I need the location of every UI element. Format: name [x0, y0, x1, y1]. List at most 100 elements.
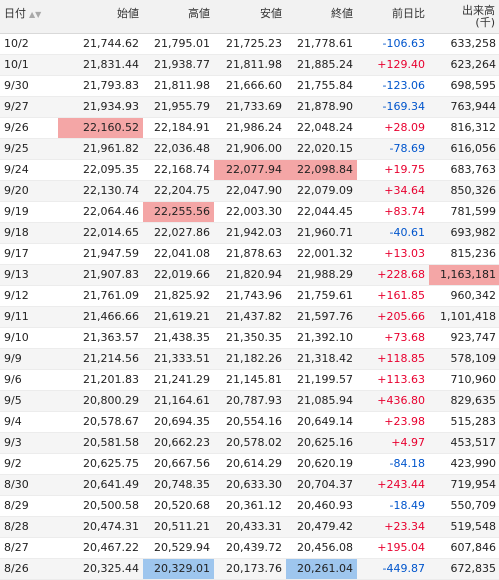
volume-cell: 683,763 — [429, 159, 499, 181]
open-cell: 21,793.83 — [58, 75, 143, 97]
volume-cell: 616,056 — [429, 138, 499, 160]
change-cell: -449.87 — [357, 558, 429, 580]
low-cell: 21,811.98 — [214, 54, 286, 76]
date-cell: 9/27 — [0, 96, 58, 118]
change-cell: -123.06 — [357, 75, 429, 97]
table-row: 9/9 21,214.56 21,333.51 21,182.26 21,318.42 +… — [0, 348, 499, 370]
low-cell: 20,439.72 — [214, 537, 286, 559]
table-row: 9/19 22,064.46 22,255.56 22,003.30 22,044.45… — [0, 201, 499, 223]
date-cell: 9/13 — [0, 264, 58, 286]
close-cell: 21,778.61 — [286, 33, 357, 55]
low-cell: 21,145.81 — [214, 369, 286, 391]
date-cell: 9/5 — [0, 390, 58, 412]
volume-cell: 829,635 — [429, 390, 499, 412]
date-cell: 9/30 — [0, 75, 58, 97]
volume-cell: 607,846 — [429, 537, 499, 559]
volume-cell: 519,548 — [429, 516, 499, 538]
change-cell: -84.18 — [357, 453, 429, 475]
volume-unit-label: (千) — [475, 16, 495, 29]
sort-icon[interactable]: ▲▼ — [29, 10, 42, 19]
open-cell: 21,934.93 — [58, 96, 143, 118]
close-cell: 22,001.32 — [286, 243, 357, 265]
date-cell: 10/2 — [0, 33, 58, 55]
change-column-header: 前日比 — [357, 0, 429, 34]
date-cell: 9/4 — [0, 411, 58, 433]
change-cell: +13.03 — [357, 243, 429, 265]
date-cell: 9/10 — [0, 327, 58, 349]
high-cell: 21,795.01 — [143, 33, 214, 55]
low-cell: 21,906.00 — [214, 138, 286, 160]
open-cell: 22,160.52 — [58, 117, 143, 139]
date-cell: 9/3 — [0, 432, 58, 454]
high-cell: 20,662.23 — [143, 432, 214, 454]
low-cell: 20,554.16 — [214, 411, 286, 433]
volume-cell: 960,342 — [429, 285, 499, 307]
low-cell: 22,003.30 — [214, 201, 286, 223]
date-cell: 9/24 — [0, 159, 58, 181]
close-cell: 21,392.10 — [286, 327, 357, 349]
open-cell: 20,325.44 — [58, 558, 143, 580]
high-cell: 20,529.94 — [143, 537, 214, 559]
table-row: 10/2 21,744.62 21,795.01 21,725.23 21,778.61… — [0, 33, 499, 55]
change-cell: -18.49 — [357, 495, 429, 517]
open-cell: 21,961.82 — [58, 138, 143, 160]
high-cell: 20,329.01 — [143, 558, 214, 580]
table-row: 9/6 21,201.83 21,241.29 21,145.81 21,199.57 +… — [0, 369, 499, 391]
close-cell: 21,885.24 — [286, 54, 357, 76]
low-cell: 21,725.23 — [214, 33, 286, 55]
change-cell: +161.85 — [357, 285, 429, 307]
low-cell: 21,733.69 — [214, 96, 286, 118]
date-cell: 9/25 — [0, 138, 58, 160]
volume-cell: 1,101,418 — [429, 306, 499, 328]
table-row: 9/10 21,363.57 21,438.35 21,350.35 21,392.10… — [0, 327, 499, 349]
volume-cell: 850,326 — [429, 180, 499, 202]
table-row: 9/25 21,961.82 22,036.48 21,906.00 22,020.15… — [0, 138, 499, 160]
date-header-label: 日付 — [4, 7, 26, 20]
close-cell: 21,960.71 — [286, 222, 357, 244]
high-column-header: 高値 — [143, 0, 214, 34]
volume-cell: 781,599 — [429, 201, 499, 223]
date-cell: 9/20 — [0, 180, 58, 202]
open-cell: 20,800.29 — [58, 390, 143, 412]
table-row: 9/4 20,578.67 20,694.35 20,554.16 20,649.14 +… — [0, 411, 499, 433]
low-cell: 20,614.29 — [214, 453, 286, 475]
low-cell: 20,173.76 — [214, 558, 286, 580]
close-cell: 21,199.57 — [286, 369, 357, 391]
date-cell: 8/26 — [0, 558, 58, 580]
date-cell: 8/27 — [0, 537, 58, 559]
close-cell: 22,048.24 — [286, 117, 357, 139]
low-cell: 21,666.60 — [214, 75, 286, 97]
high-cell: 21,438.35 — [143, 327, 214, 349]
table-row: 9/3 20,581.58 20,662.23 20,578.02 20,625.16 +… — [0, 432, 499, 454]
close-cell: 22,098.84 — [286, 159, 357, 181]
change-cell: +228.68 — [357, 264, 429, 286]
open-cell: 20,581.58 — [58, 432, 143, 454]
date-cell: 9/12 — [0, 285, 58, 307]
volume-cell: 763,944 — [429, 96, 499, 118]
low-cell: 21,350.35 — [214, 327, 286, 349]
date-cell: 9/26 — [0, 117, 58, 139]
table-row: 9/18 22,014.65 22,027.86 21,942.03 21,960.71… — [0, 222, 499, 244]
volume-cell: 423,990 — [429, 453, 499, 475]
low-cell: 21,986.24 — [214, 117, 286, 139]
volume-cell: 633,258 — [429, 33, 499, 55]
table-row: 10/1 21,831.44 21,938.77 21,811.98 21,885.24… — [0, 54, 499, 76]
date-cell: 9/17 — [0, 243, 58, 265]
table-row: 9/17 21,947.59 22,041.08 21,878.63 22,001.32… — [0, 243, 499, 265]
open-cell: 20,474.31 — [58, 516, 143, 538]
volume-cell: 719,954 — [429, 474, 499, 496]
change-cell: +195.04 — [357, 537, 429, 559]
open-cell: 20,641.49 — [58, 474, 143, 496]
high-cell: 20,748.35 — [143, 474, 214, 496]
volume-cell: 698,595 — [429, 75, 499, 97]
volume-column-header: 出来高 (千) — [429, 0, 499, 34]
date-column-header[interactable]: 日付 ▲▼ — [0, 0, 58, 34]
close-cell: 21,878.90 — [286, 96, 357, 118]
volume-cell: 623,264 — [429, 54, 499, 76]
date-cell: 9/11 — [0, 306, 58, 328]
low-column-header: 安値 — [214, 0, 286, 34]
volume-cell: 672,835 — [429, 558, 499, 580]
high-cell: 22,036.48 — [143, 138, 214, 160]
high-cell: 20,667.56 — [143, 453, 214, 475]
